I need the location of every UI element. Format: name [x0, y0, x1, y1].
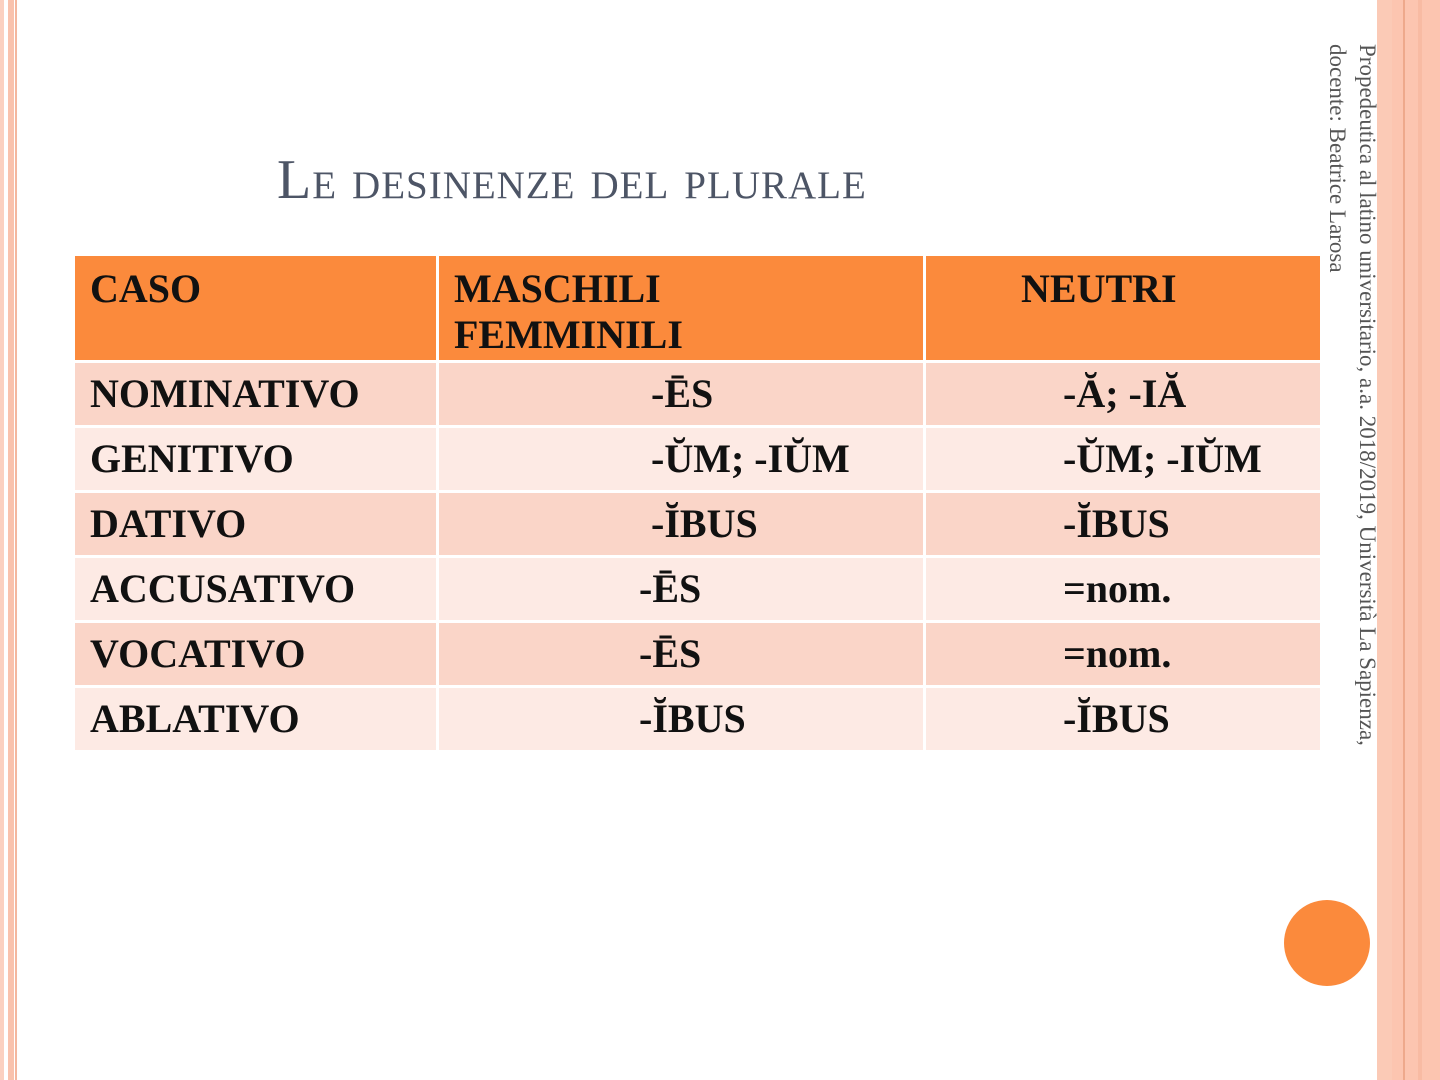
table-row: DATIVO -ĬBUS -ĬBUS	[72, 490, 1323, 558]
table-row: VOCATIVO -ĒS =nom.	[72, 620, 1323, 688]
neuter-cell: -ĬBUS	[923, 490, 1323, 558]
case-cell: ACCUSATIVO	[72, 555, 439, 623]
table-row: GENITIVO -ŬM; -IŬM -ŬM; -IŬM	[72, 425, 1323, 493]
case-cell: VOCATIVO	[72, 620, 439, 688]
footer-vertical-text: Propedeutica al latino universitario, a.…	[1322, 44, 1382, 746]
header-maschili-femminili: MASCHILI FEMMINILI	[436, 253, 926, 363]
footer-line-2: docente: Beatrice Larosa	[1325, 44, 1350, 273]
masc-fem-cell: -ĬBUS	[436, 490, 926, 558]
table-row: NOMINATIVO -ĒS -Ă; -IĂ	[72, 360, 1323, 428]
header-caso: CASO	[72, 253, 439, 363]
case-cell: DATIVO	[72, 490, 439, 558]
header-neutri: NEUTRI	[923, 253, 1323, 363]
neuter-cell: -Ă; -IĂ	[923, 360, 1323, 428]
neuter-cell: =nom.	[923, 620, 1323, 688]
masc-fem-cell: -ĒS	[436, 360, 926, 428]
table-header-row: CASO MASCHILI FEMMINILI NEUTRI	[72, 253, 1323, 363]
masc-fem-cell: -ŬM; -IŬM	[436, 425, 926, 493]
case-cell: NOMINATIVO	[72, 360, 439, 428]
footer-line-1: Propedeutica al latino universitario, a.…	[1355, 44, 1380, 746]
neuter-cell: =nom.	[923, 555, 1323, 623]
masc-fem-cell: -ĬBUS	[436, 685, 926, 753]
decorative-circle	[1284, 900, 1370, 986]
table-row: ACCUSATIVO -ĒS =nom.	[72, 555, 1323, 623]
table-row: ABLATIVO -ĬBUS -ĬBUS	[72, 685, 1323, 753]
case-cell: GENITIVO	[72, 425, 439, 493]
endings-table: CASO MASCHILI FEMMINILI NEUTRI NOMINATIV…	[72, 253, 1323, 753]
masc-fem-cell: -ĒS	[436, 620, 926, 688]
slide-title: Le desinenze del plurale	[277, 149, 867, 211]
masc-fem-cell: -ĒS	[436, 555, 926, 623]
case-cell: ABLATIVO	[72, 685, 439, 753]
neuter-cell: -ĬBUS	[923, 685, 1323, 753]
neuter-cell: -ŬM; -IŬM	[923, 425, 1323, 493]
